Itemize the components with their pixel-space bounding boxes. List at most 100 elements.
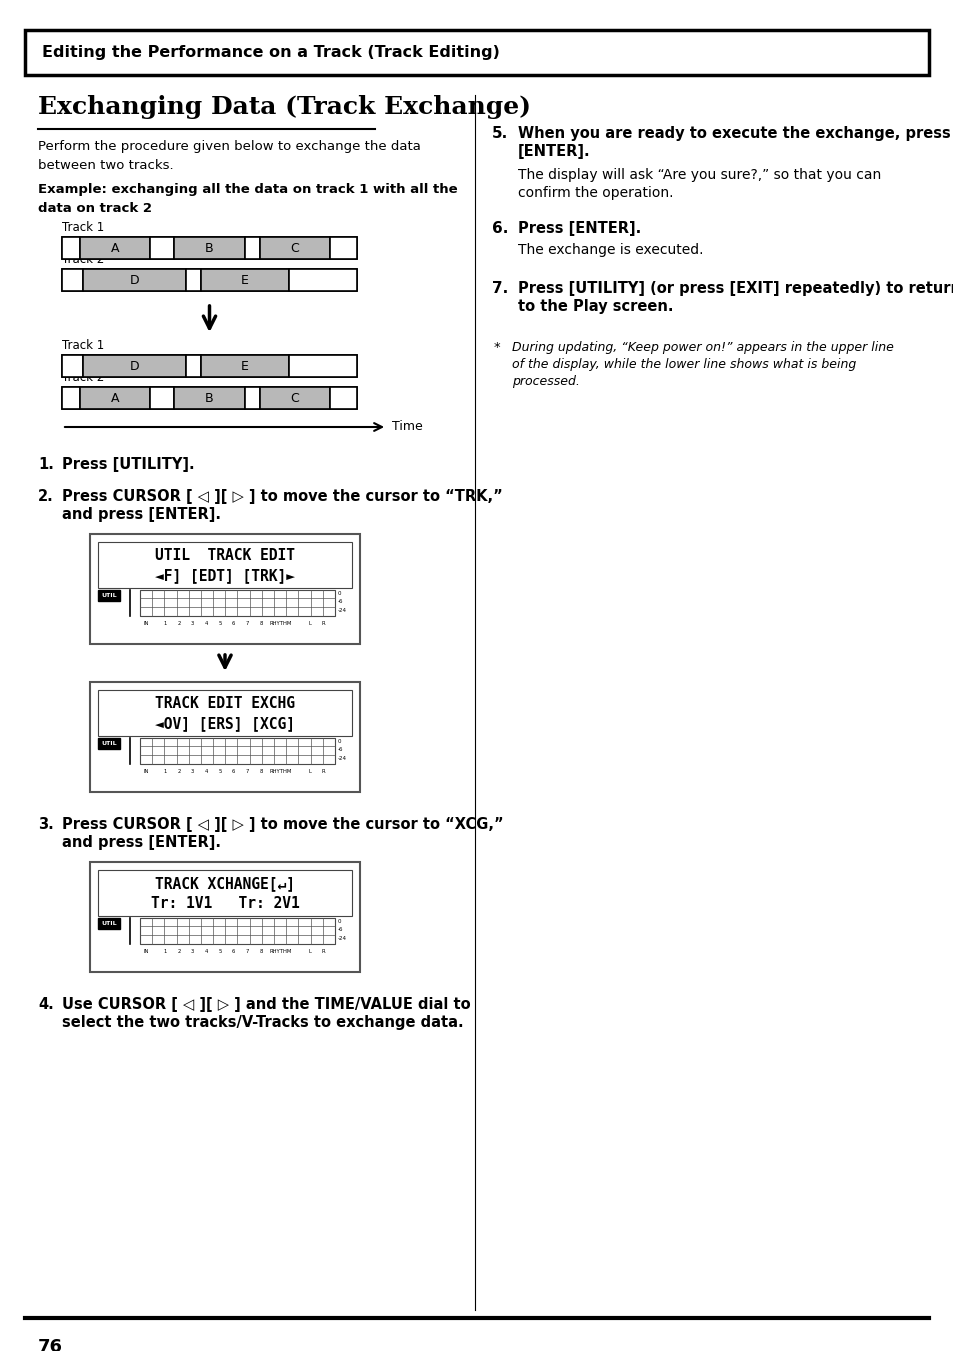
Text: 7: 7 — [245, 769, 249, 774]
Bar — [62, 386, 80, 409]
Bar — [62, 269, 356, 290]
Text: 5: 5 — [218, 769, 221, 774]
Bar — [200, 269, 289, 290]
Bar — [173, 386, 245, 409]
Text: 2: 2 — [177, 769, 180, 774]
Text: Press CURSOR [ ◁ ][ ▷ ] to move the cursor to “XCG,”: Press CURSOR [ ◁ ][ ▷ ] to move the curs… — [62, 817, 503, 832]
Bar — [186, 269, 200, 290]
Text: 1: 1 — [164, 948, 167, 954]
Text: Press CURSOR [ ◁ ][ ▷ ] to move the cursor to “TRK,”: Press CURSOR [ ◁ ][ ▷ ] to move the curs… — [62, 489, 502, 504]
Bar — [83, 355, 186, 377]
Text: Press [ENTER].: Press [ENTER]. — [517, 222, 640, 236]
Bar — [245, 386, 259, 409]
Text: 8: 8 — [259, 948, 262, 954]
Text: TRACK EDIT EXCHG: TRACK EDIT EXCHG — [154, 696, 294, 712]
Text: Perform the procedure given below to exchange the data
between two tracks.: Perform the procedure given below to exc… — [38, 141, 420, 172]
Text: 3: 3 — [191, 621, 194, 626]
Text: 8: 8 — [259, 621, 262, 626]
Bar — [90, 682, 359, 792]
Text: 3.: 3. — [38, 817, 53, 832]
Text: 8: 8 — [259, 769, 262, 774]
Text: B: B — [205, 392, 213, 404]
Bar — [80, 236, 151, 259]
Text: E: E — [241, 273, 249, 286]
Bar — [289, 355, 356, 377]
Text: A: A — [111, 392, 119, 404]
Text: E: E — [241, 359, 249, 373]
Bar — [330, 236, 356, 259]
Text: L: L — [308, 769, 311, 774]
Text: UTIL: UTIL — [101, 593, 116, 597]
Text: 0: 0 — [337, 590, 341, 596]
Text: select the two tracks/V-Tracks to exchange data.: select the two tracks/V-Tracks to exchan… — [62, 1015, 463, 1029]
Text: R: R — [321, 621, 325, 626]
Text: Time: Time — [392, 420, 422, 434]
Text: 6: 6 — [232, 769, 235, 774]
Text: During updating, “Keep power on!” appears in the upper line: During updating, “Keep power on!” appear… — [512, 340, 893, 354]
Text: -6: -6 — [337, 747, 343, 753]
Bar — [62, 355, 356, 377]
Bar — [25, 30, 928, 76]
Text: 1: 1 — [164, 769, 167, 774]
Text: The display will ask “Are you sure?,” so that you can: The display will ask “Are you sure?,” so… — [517, 168, 881, 182]
Text: Tr: 1V1   Tr: 2V1: Tr: 1V1 Tr: 2V1 — [151, 896, 299, 911]
Text: 7: 7 — [245, 948, 249, 954]
Text: C: C — [291, 392, 299, 404]
Bar — [98, 738, 120, 748]
Text: IN: IN — [143, 621, 149, 626]
Text: 4.: 4. — [38, 997, 53, 1012]
Bar — [90, 534, 359, 644]
Text: Editing the Performance on a Track (Track Editing): Editing the Performance on a Track (Trac… — [42, 45, 499, 59]
Text: B: B — [205, 242, 213, 254]
Text: Track 2: Track 2 — [62, 372, 104, 384]
Text: R: R — [321, 769, 325, 774]
Text: 2.: 2. — [38, 489, 53, 504]
Text: ◄F] [EDT] [TRK]►: ◄F] [EDT] [TRK]► — [154, 567, 294, 582]
Text: TRACK XCHANGE[↵]: TRACK XCHANGE[↵] — [154, 877, 294, 892]
Text: UTIL  TRACK EDIT: UTIL TRACK EDIT — [154, 549, 294, 563]
Text: and press [ENTER].: and press [ENTER]. — [62, 835, 221, 850]
Text: *: * — [494, 340, 500, 354]
Text: 2: 2 — [177, 621, 180, 626]
Text: -24: -24 — [337, 757, 347, 761]
Bar — [200, 355, 289, 377]
Bar — [62, 386, 356, 409]
Text: 6.: 6. — [492, 222, 508, 236]
Bar — [151, 236, 173, 259]
Text: A: A — [111, 242, 119, 254]
Text: D: D — [130, 359, 139, 373]
Bar — [62, 236, 80, 259]
Bar — [151, 386, 173, 409]
Text: UTIL: UTIL — [101, 920, 116, 925]
Text: The exchange is executed.: The exchange is executed. — [517, 243, 702, 257]
Bar — [90, 862, 359, 971]
Bar — [330, 386, 356, 409]
Text: 7: 7 — [245, 621, 249, 626]
Bar — [98, 690, 352, 736]
Text: -6: -6 — [337, 928, 343, 932]
Text: 6: 6 — [232, 948, 235, 954]
Bar — [289, 269, 356, 290]
Text: 2: 2 — [177, 948, 180, 954]
Text: 4: 4 — [204, 621, 208, 626]
Text: ◄OV] [ERS] [XCG]: ◄OV] [ERS] [XCG] — [154, 716, 294, 731]
Bar — [245, 236, 259, 259]
Text: 3: 3 — [191, 948, 194, 954]
Bar — [186, 355, 200, 377]
Text: 0: 0 — [337, 739, 341, 743]
Text: 1: 1 — [164, 621, 167, 626]
Text: Example: exchanging all the data on track 1 with all the
data on track 2: Example: exchanging all the data on trac… — [38, 182, 457, 215]
Bar — [98, 542, 352, 588]
Text: 5: 5 — [218, 948, 221, 954]
Text: L: L — [308, 621, 311, 626]
Bar — [140, 917, 335, 944]
Bar — [140, 738, 335, 765]
Bar — [80, 386, 151, 409]
Text: 6: 6 — [232, 621, 235, 626]
Bar — [173, 236, 245, 259]
Bar — [83, 269, 186, 290]
Text: R: R — [321, 948, 325, 954]
Bar — [62, 236, 356, 259]
Bar — [98, 589, 120, 601]
Text: Track 1: Track 1 — [62, 222, 104, 234]
